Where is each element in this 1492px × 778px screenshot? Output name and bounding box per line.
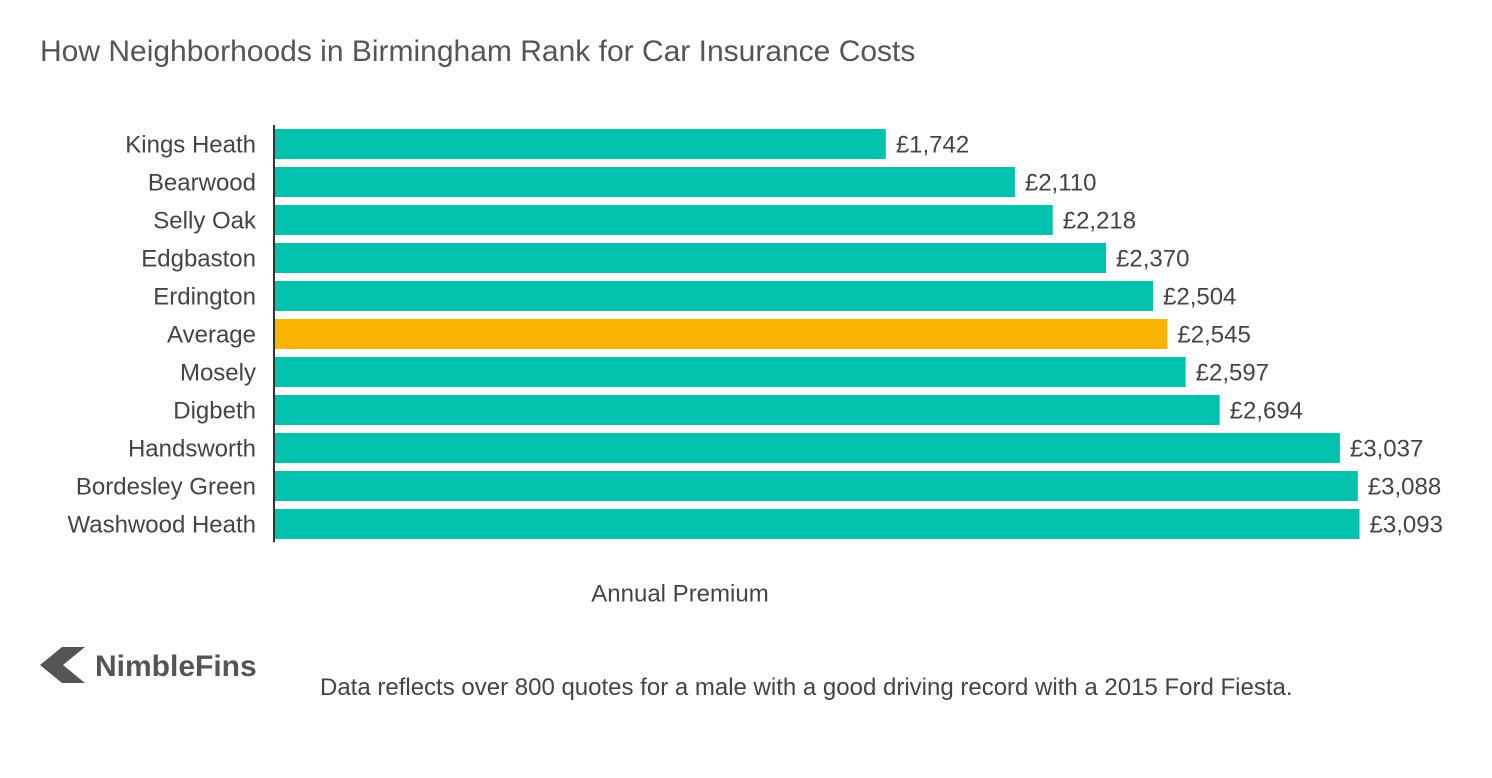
brand: NimbleFins bbox=[95, 650, 257, 683]
y-tick-label: Selly Oak bbox=[153, 207, 257, 234]
value-label: £2,370 bbox=[1116, 245, 1189, 272]
y-tick-label: Edgbaston bbox=[141, 245, 256, 272]
value-label: £2,218 bbox=[1063, 207, 1136, 234]
value-label: £3,093 bbox=[1370, 511, 1443, 538]
bar bbox=[275, 433, 1340, 463]
bar bbox=[275, 471, 1358, 501]
value-label: £2,597 bbox=[1196, 359, 1269, 386]
y-tick-label: Handsworth bbox=[128, 435, 256, 462]
y-tick-label: Kings Heath bbox=[125, 131, 256, 158]
bar bbox=[275, 509, 1360, 539]
value-label: £2,504 bbox=[1163, 283, 1236, 310]
bar bbox=[275, 167, 1015, 197]
bar bbox=[275, 395, 1220, 425]
value-label: £2,545 bbox=[1177, 321, 1250, 348]
value-label: £2,694 bbox=[1230, 397, 1303, 424]
y-tick-label: Average bbox=[167, 321, 256, 348]
y-tick-label: Washwood Heath bbox=[67, 511, 256, 538]
value-label: £3,088 bbox=[1368, 473, 1441, 500]
bar bbox=[275, 319, 1168, 349]
y-tick-label: Erdington bbox=[153, 283, 256, 310]
chart-title: How Neighborhoods in Birmingham Rank for… bbox=[40, 35, 915, 68]
value-label: £2,110 bbox=[1025, 169, 1097, 196]
y-tick-label: Digbeth bbox=[173, 397, 256, 424]
logo-icon bbox=[40, 647, 85, 683]
bar bbox=[275, 281, 1154, 311]
y-tick-label: Bordesley Green bbox=[76, 473, 256, 500]
y-tick-label: Mosely bbox=[180, 359, 256, 386]
value-label: £1,742 bbox=[896, 131, 969, 158]
value-label: £3,037 bbox=[1350, 435, 1423, 462]
bar bbox=[275, 129, 886, 159]
y-tick-label: Bearwood bbox=[148, 169, 256, 196]
x-axis-label: Annual Premium bbox=[591, 580, 768, 607]
bar bbox=[275, 243, 1107, 273]
bar bbox=[275, 205, 1053, 235]
bar bbox=[275, 357, 1186, 387]
footnote: Data reflects over 800 quotes for a male… bbox=[320, 674, 1293, 701]
